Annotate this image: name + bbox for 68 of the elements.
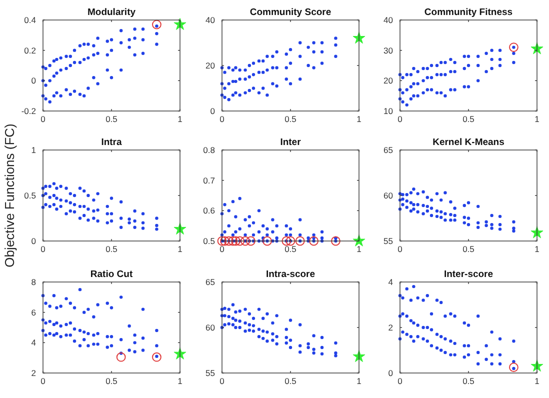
y-tick-label: 1 [31,144,36,155]
x-tick-label: 0.5 [462,244,475,254]
x-tick-label: 0 [220,244,225,254]
y-tick-label: 0 [210,106,216,116]
chart-title: Inter-score [444,269,494,280]
chart-title: Modularity [87,7,136,18]
y-tick-label: 60 [384,190,394,200]
x-tick-label: 0 [398,114,403,124]
x-tick-label: 0.5 [284,114,297,124]
y-tick-label: 2 [31,368,36,378]
chart-title: Intra [101,137,123,148]
x-tick-label: 0.5 [106,114,118,124]
x-tick-label: 0 [220,114,225,124]
y-tick-label: 4 [31,338,36,348]
y-tick-label: 30 [384,45,394,56]
y-tick-label: 55 [206,368,216,378]
y-tick-label: 0 [31,76,36,86]
chart-title: Ratio Cut [90,269,134,280]
y-tick-label: 0 [31,236,36,246]
y-tick-label: 65 [206,276,216,287]
chart-title: Community Fitness [424,7,513,18]
x-tick-label: 0 [40,114,46,124]
y-tick-label: 40 [206,14,216,25]
x-tick-label: 1 [534,114,540,124]
x-tick-label: 0.5 [462,114,475,124]
y-tick-label: 20 [206,60,216,70]
y-tick-label: 20 [384,76,394,86]
chart-title: Community Score [250,7,332,18]
y-tick-label: 0.5 [203,236,216,246]
y-tick-label: 55 [384,236,394,246]
y-tick-label: -0.2 [21,106,36,116]
y-tick-label: 2 [388,322,394,332]
y-tick-label: 0 [388,368,394,378]
x-tick-label: 0.5 [462,376,475,386]
x-tick-label: 0.5 [284,376,297,386]
y-tick-label: 4 [388,276,394,287]
x-tick-label: 1 [178,376,183,386]
x-tick-label: 1 [356,376,362,386]
y-tick-label: 0.6 [203,206,216,216]
y-tick-label: 10 [384,106,394,116]
x-tick-label: 0 [398,376,403,386]
x-tick-label: 0.5 [106,376,118,386]
y-tick-label: 40 [384,14,394,25]
x-tick-label: 0 [40,244,46,254]
y-tick-label: 6 [31,307,36,318]
y-tick-label: 0.2 [24,45,36,56]
y-tick-label: 0.4 [24,14,36,25]
y-axis-title: Objective Functions (FC) [2,124,17,268]
y-tick-label: 0.5 [24,190,36,200]
x-tick-label: 1 [178,244,183,254]
x-tick-label: 1 [356,244,362,254]
x-tick-label: 0.5 [106,244,118,254]
x-tick-label: 0 [398,244,403,254]
chart-title: Inter [280,137,302,148]
x-tick-label: 0 [220,376,225,386]
chart-title: Kernel K-Means [432,137,504,148]
y-tick-label: 65 [384,144,394,155]
chart-title: Intra-score [266,269,316,280]
x-tick-label: 1 [534,376,540,386]
x-tick-label: 1 [178,114,183,124]
x-tick-label: 0.5 [284,244,297,254]
x-tick-label: 1 [356,114,362,124]
y-tick-label: 0.7 [203,175,216,186]
x-tick-label: 1 [534,244,540,254]
x-tick-label: 0 [40,376,46,386]
y-tick-label: 8 [31,276,36,287]
y-tick-label: 0.8 [203,144,216,155]
y-tick-label: 60 [206,322,216,332]
